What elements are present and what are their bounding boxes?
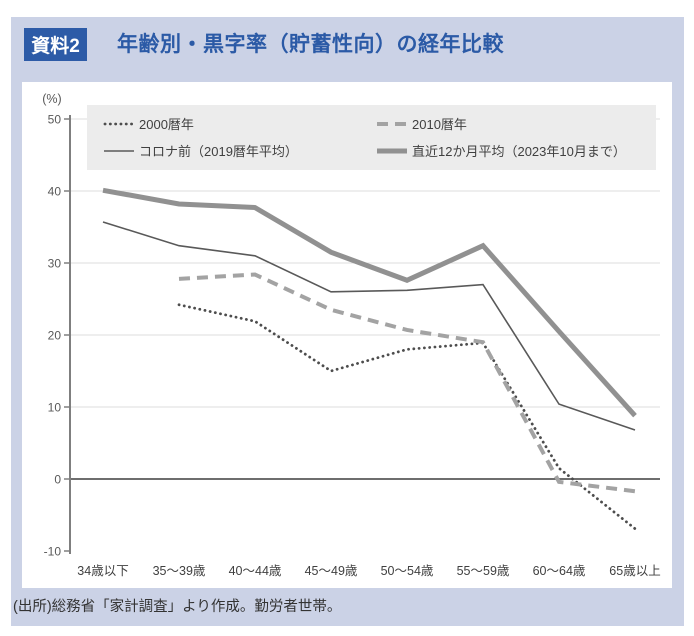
figure-badge: 資料2 [24,28,87,61]
x-axis-label: 60～64歳 [533,564,586,578]
x-axis-label: 55～59歳 [457,564,510,578]
legend-swatch-solid-dark-icon [104,149,134,152]
y-tick-label: 0 [54,473,61,487]
x-axis-label: 34歳以下 [77,564,128,578]
chart-panel: 50 40 30 20 10 0 -10 (%) 34歳以下 35～39歳 40～44歳 45～49歳… [22,82,672,588]
legend-item-recent12m: 直近12か月平均（2023年10月まで） [376,141,656,160]
y-tick-label: 50 [48,113,62,127]
page-title: 年齢別・黒字率（貯蓄性向）の経年比較 [117,33,504,56]
legend-item-2019: コロナ前（2019暦年平均） [103,141,376,160]
series-line-1 [178,272,636,494]
y-tick-label: -10 [44,545,62,559]
y-tick-label: 30 [48,257,62,271]
y-tick-label: 40 [48,185,62,199]
source-note: (出所)総務省「家計調査」より作成。勤労者世帯。 [13,599,342,615]
line-chart: 50 40 30 20 10 0 -10 (%) 34歳以下 35～39歳 40～44歳 45～49歳… [42,92,660,578]
legend-label: 2010暦年 [412,117,467,132]
chart-legend: 2000暦年 2010暦年 コロナ前（2019暦年平均） 直近12か月平均（20… [87,105,656,170]
legend-swatch-solid-gray-icon [377,148,407,153]
legend-swatch-dotted-icon [103,122,135,125]
legend-label: コロナ前（2019暦年平均） [139,144,298,159]
y-tick-label: 20 [48,329,62,343]
series-line-0 [177,303,637,531]
y-tick-label: 10 [48,401,62,415]
legend-swatch-dashed-icon [377,121,407,126]
x-axis-label: 45～49歳 [305,564,358,578]
series-line-2 [102,221,636,431]
series-line-3 [102,187,637,418]
x-axis-label: 65歳以上 [609,564,660,578]
x-axis-label: 35～39歳 [153,564,206,578]
x-axis-label: 40～44歳 [229,564,282,578]
legend-label: 2000暦年 [139,117,194,132]
x-axis-label: 50～54歳 [381,564,434,578]
legend-item-2010: 2010暦年 [376,114,656,133]
legend-item-2000: 2000暦年 [103,114,376,133]
legend-label: 直近12か月平均（2023年10月まで） [412,144,626,159]
figure-card: 資料2 年齢別・黒字率（貯蓄性向）の経年比較 50 40 30 20 10 0 -10 (%)… [11,17,684,626]
y-axis-unit-label: (%) [42,92,61,106]
